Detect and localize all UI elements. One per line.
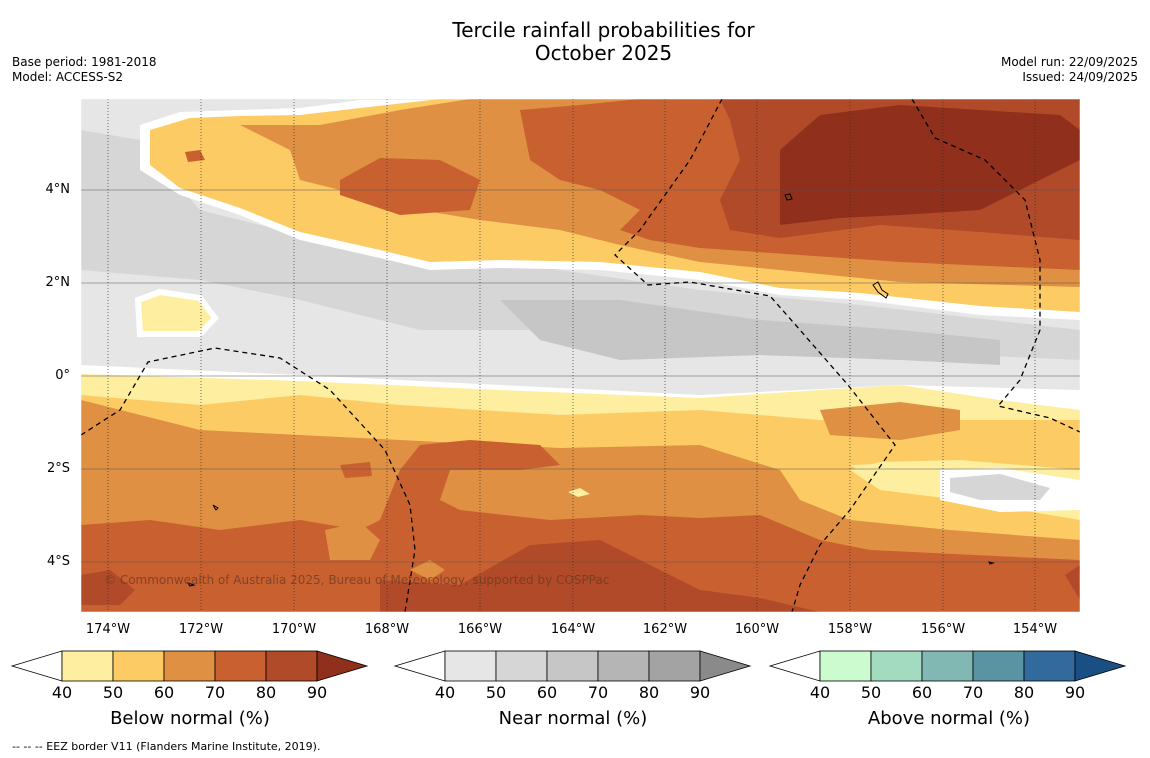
above-colorbar-segment [1023, 650, 1076, 682]
below-normal-70-north-west [340, 158, 480, 215]
near-colorbar-segment [444, 650, 497, 682]
near-normal-south-east-patch [950, 474, 1050, 500]
lon-label-164w: 164°W [550, 622, 596, 637]
lon-label-174w: 174°W [85, 622, 131, 637]
below-tick-40: 40 [51, 683, 73, 702]
lat-label-0: 0° [55, 368, 70, 383]
lon-label-166w: 166°W [457, 622, 503, 637]
colorbar-above-normal [768, 650, 1127, 682]
meta-left: Base period: 1981-2018 Model: ACCESS-S2 [12, 55, 157, 85]
lat-label-2s: 2°S [46, 461, 70, 476]
near-normal-60-region [500, 300, 1000, 365]
below-normal-40-small-patch [568, 488, 590, 497]
issued-date: Issued: 24/09/2025 [1022, 70, 1138, 84]
lon-label-160w: 160°W [734, 622, 780, 637]
below-normal-80-south-west [81, 570, 135, 605]
below-colorbar-upper-arrow [316, 650, 369, 682]
map-field: © Commonwealth of Australia 2025, Bureau… [81, 99, 1080, 612]
below-tick-60: 60 [153, 683, 175, 702]
title-line-2: October 2025 [534, 41, 673, 65]
colorbar-near-normal [393, 650, 752, 682]
lon-label-170w: 170°W [271, 622, 317, 637]
below-normal-70-north-spot [185, 150, 205, 162]
below-tick-80: 80 [255, 683, 277, 702]
above-tick-90: 90 [1064, 683, 1086, 702]
near-colorbar-segment [495, 650, 548, 682]
near-tick-60: 60 [536, 683, 558, 702]
copyright-text: © Commonwealth of Australia 2025, Bureau… [104, 573, 609, 587]
below-colorbar-segment [112, 650, 165, 682]
meta-right: Model run: 22/09/2025 Issued: 24/09/2025 [1001, 55, 1138, 85]
below-normal-90-north [780, 105, 1080, 225]
below-colorbar-segment [214, 650, 267, 682]
above-colorbar-segment [921, 650, 974, 682]
colorbar-below-segments [61, 650, 369, 682]
below-normal-80-south-east [1065, 565, 1080, 600]
near-tick-50: 50 [485, 683, 507, 702]
colorbar-near-segments [444, 650, 752, 682]
colorbar-above-lower-arrow [768, 650, 821, 682]
model-run: Model run: 22/09/2025 [1000, 55, 1138, 69]
above-tick-50: 50 [860, 683, 882, 702]
lon-label-158w: 158°W [827, 622, 873, 637]
above-colorbar-segment [819, 650, 872, 682]
colorbar-above-segments [819, 650, 1127, 682]
lat-label-2n: 2°N [45, 275, 71, 290]
legend-title-below: Below normal (%) [110, 708, 270, 729]
latitude-gridlines [81, 189, 1080, 563]
below-tick-70: 70 [204, 683, 226, 702]
near-tick-70: 70 [587, 683, 609, 702]
colorbar-near-lower-arrow [393, 650, 446, 682]
above-colorbar-segment [870, 650, 923, 682]
below-normal-60-south-east-patch [820, 402, 960, 440]
below-normal-70-small-patch [340, 462, 372, 478]
below-normal-60-small-patch [410, 560, 445, 580]
model-name: Model: ACCESS-S2 [12, 70, 124, 84]
near-tick-80: 80 [638, 683, 660, 702]
legend-title-above: Above normal (%) [867, 708, 1031, 729]
above-tick-70: 70 [962, 683, 984, 702]
above-colorbar-segment [972, 650, 1025, 682]
title-line-1: Tercile rainfall probabilities for [452, 18, 755, 42]
lon-label-168w: 168°W [364, 622, 410, 637]
lon-label-154w: 154°W [1012, 622, 1058, 637]
lat-label-4n: 4°N [45, 182, 71, 197]
eez-footer-note: -- -- -- EEZ border V11 (Flanders Marine… [12, 740, 321, 753]
near-colorbar-upper-arrow [699, 650, 752, 682]
near-colorbar-segment [597, 650, 650, 682]
below-normal-80-south [380, 540, 820, 612]
lon-label-162w: 162°W [642, 622, 688, 637]
colorbar-below-lower-arrow [10, 650, 63, 682]
lon-label-172w: 172°W [178, 622, 224, 637]
near-colorbar-segment [546, 650, 599, 682]
lat-label-4s: 4°S [46, 554, 70, 569]
below-normal-70-south [81, 440, 1080, 612]
near-tick-90: 90 [689, 683, 711, 702]
below-normal-40-west-patch [134, 288, 219, 337]
above-tick-80: 80 [1013, 683, 1035, 702]
map-frame [80, 98, 1081, 613]
above-tick-60: 60 [911, 683, 933, 702]
below-colorbar-segment [163, 650, 216, 682]
eez-borders [81, 99, 1080, 612]
near-tick-40: 40 [434, 683, 456, 702]
colorbar-below-normal [10, 650, 369, 682]
above-tick-40: 40 [809, 683, 831, 702]
base-period: Base period: 1981-2018 [12, 55, 157, 69]
above-colorbar-upper-arrow [1074, 650, 1127, 682]
legend-title-near: Near normal (%) [498, 708, 648, 729]
below-normal-60-south-patch [325, 522, 380, 560]
islands [186, 193, 995, 587]
lon-label-156w: 156°W [920, 622, 966, 637]
below-tick-90: 90 [306, 683, 328, 702]
near-colorbar-segment [648, 650, 701, 682]
below-tick-50: 50 [102, 683, 124, 702]
near-normal-50-region [81, 130, 1080, 360]
below-colorbar-segment [265, 650, 318, 682]
below-colorbar-segment [61, 650, 114, 682]
map-title: Tercile rainfall probabilities for Octob… [0, 19, 1150, 65]
